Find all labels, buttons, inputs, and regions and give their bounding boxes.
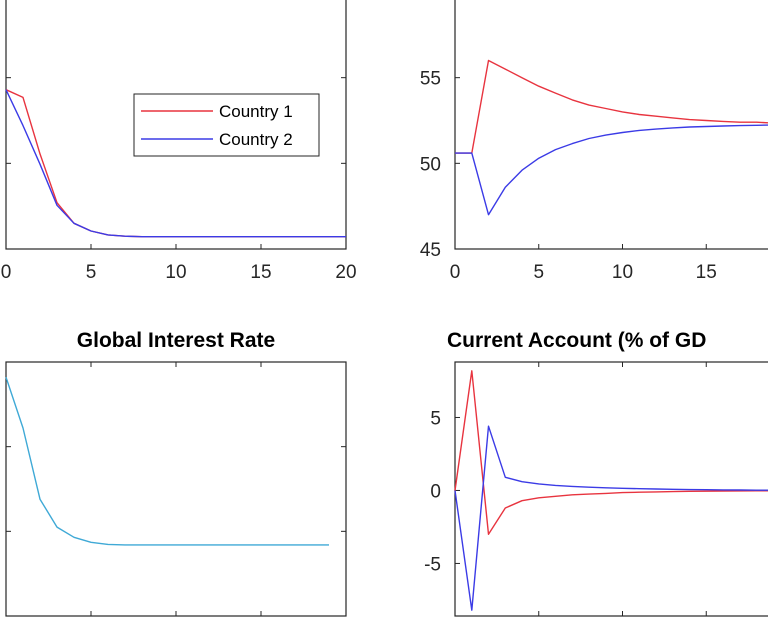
y-tick-label: 50 — [420, 154, 441, 175]
legend-label: Country 1 — [219, 102, 293, 121]
panel-current-account: Current Account (% of GD -5 0 5 — [424, 329, 768, 617]
panel-top-right: 0 5 10 15 45 50 55 60 — [420, 0, 768, 283]
y-tick-label: 5 — [430, 408, 441, 429]
x-tick-label: 0 — [1, 262, 12, 283]
y-tick-label: -5 — [424, 554, 441, 575]
axes-box — [5, 361, 347, 617]
x-tick-label: 0 — [450, 262, 461, 283]
series-line-1 — [5, 376, 329, 546]
series-line-2 — [5, 89, 346, 238]
legend-label: Country 2 — [219, 130, 293, 149]
y-tick-label: 45 — [420, 240, 441, 261]
series-line-2 — [454, 425, 768, 611]
legend: Country 1 Country 2 — [133, 93, 320, 157]
chart-title: Global Interest Rate — [77, 329, 275, 352]
series-line-1 — [454, 370, 768, 535]
chart-title: Current Account (% of GD — [447, 329, 706, 352]
x-tick-label: 15 — [696, 262, 717, 283]
panel-top-left: 0 5 10 15 20 Country 1 Country 2 — [1, 0, 357, 283]
panel-global-interest-rate: Global Interest Rate — [5, 329, 347, 617]
x-tick-label: 20 — [335, 262, 356, 283]
x-tick-label: 10 — [612, 262, 633, 283]
legend-box — [133, 93, 320, 157]
x-tick-label: 5 — [86, 262, 97, 283]
y-tick-label: 0 — [430, 481, 441, 502]
x-tick-label: 15 — [250, 262, 271, 283]
series-line-1 — [455, 59, 768, 154]
x-tick-label: 5 — [533, 262, 544, 283]
series-line-2 — [455, 124, 768, 216]
x-tick-label: 10 — [165, 262, 186, 283]
axes-box — [454, 0, 768, 250]
axes-box — [454, 361, 768, 617]
y-tick-label: 55 — [420, 69, 441, 90]
y-tick-label: 60 — [420, 0, 441, 4]
